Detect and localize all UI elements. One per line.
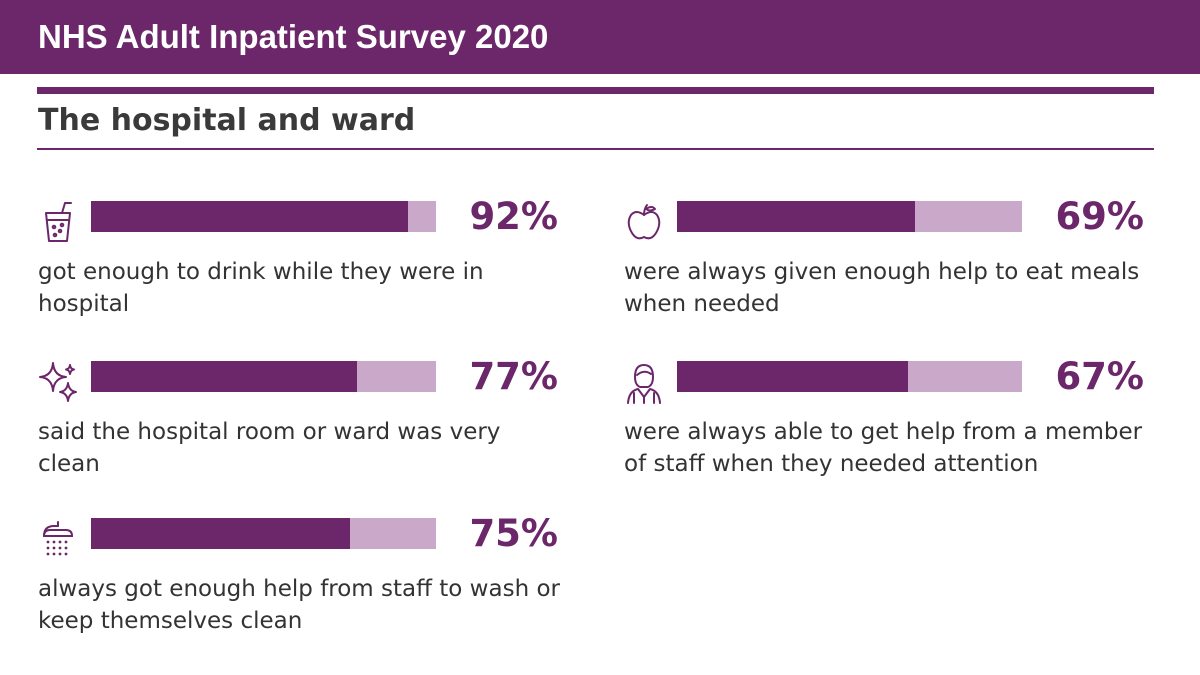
bar-track bbox=[677, 361, 1022, 392]
stat-value: 75% bbox=[469, 512, 558, 555]
bar-track bbox=[91, 518, 436, 549]
drink-cup-icon bbox=[38, 201, 78, 245]
stat-value: 77% bbox=[469, 355, 558, 398]
stat-description: were always given enough help to eat mea… bbox=[624, 259, 1140, 317]
stat-description: were always able to get help from a memb… bbox=[624, 419, 1143, 477]
page-title: NHS Adult Inpatient Survey 2020 bbox=[38, 18, 549, 55]
sparkle-clean-icon bbox=[38, 361, 78, 405]
shower-icon bbox=[38, 518, 78, 562]
nurse-staff-icon bbox=[624, 361, 664, 405]
stat-description: got enough to drink while they were in h… bbox=[38, 259, 484, 317]
stat-clean: 77% said the hospital room or ward was v… bbox=[38, 355, 558, 491]
header-banner: NHS Adult Inpatient Survey 2020 bbox=[0, 0, 1200, 74]
stat-drink: 92% got enough to drink while they were … bbox=[38, 195, 558, 331]
section-title: The hospital and ward bbox=[38, 103, 416, 138]
stat-value: 67% bbox=[1055, 355, 1144, 398]
bar-fill bbox=[91, 201, 409, 232]
stat-eat: 69% were always given enough help to eat… bbox=[624, 195, 1144, 331]
bar-track bbox=[91, 361, 436, 392]
stat-value: 69% bbox=[1055, 195, 1144, 238]
stat-description: always got enough help from staff to was… bbox=[38, 576, 560, 634]
bar-fill bbox=[677, 361, 909, 392]
apple-icon bbox=[624, 201, 664, 245]
stat-value: 92% bbox=[469, 195, 558, 238]
bar-fill bbox=[91, 361, 357, 392]
section-divider-bottom bbox=[37, 148, 1154, 150]
bar-fill bbox=[677, 201, 916, 232]
bar-track bbox=[677, 201, 1022, 232]
stat-staff-help: 67% were always able to get help from a … bbox=[624, 355, 1144, 491]
section-divider-top bbox=[37, 87, 1154, 94]
stat-wash: 75% always got enough help from staff to… bbox=[38, 512, 560, 648]
stat-description: said the hospital room or ward was very … bbox=[38, 419, 501, 477]
bar-fill bbox=[91, 518, 350, 549]
bar-track bbox=[91, 201, 436, 232]
